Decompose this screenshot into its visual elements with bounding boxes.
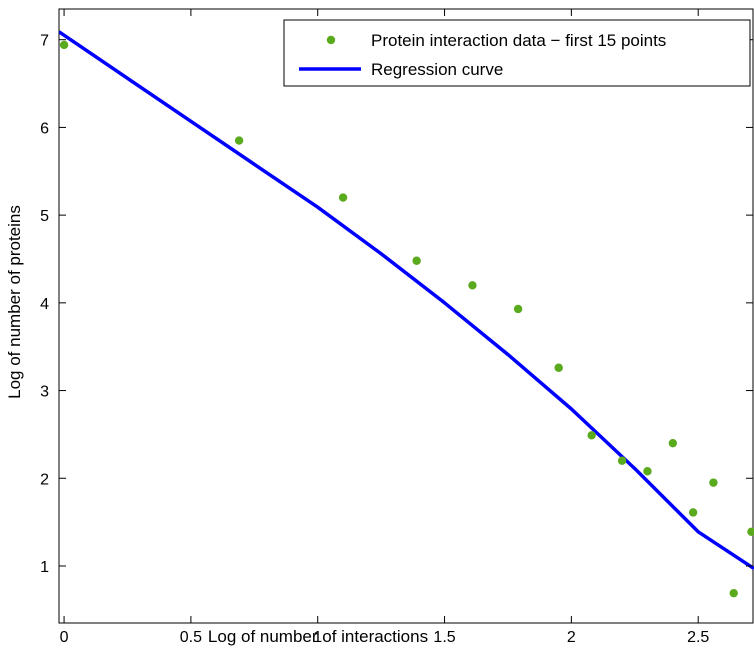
x-tick-label: 1	[313, 629, 322, 646]
y-axis: 1 2 3 4 5 6 7	[40, 33, 753, 576]
legend-entry-label: Regression curve	[371, 60, 503, 79]
y-tick-label: 3	[40, 384, 49, 401]
y-tick-label: 2	[40, 471, 49, 488]
plot-frame	[58, 8, 754, 624]
data-point	[468, 281, 477, 290]
data-point	[587, 431, 596, 440]
y-tick-label: 1	[40, 559, 49, 576]
data-point	[554, 363, 563, 372]
x-tick-label: 1.5	[433, 629, 455, 646]
y-tick-label: 7	[40, 33, 49, 50]
legend-box	[283, 19, 751, 87]
data-point	[709, 478, 718, 487]
data-point	[729, 588, 738, 598]
data-point	[747, 527, 754, 536]
y-tick-label: 6	[40, 120, 49, 137]
data-point	[338, 193, 348, 202]
data-point	[688, 508, 698, 517]
x-tick-label: 2.5	[687, 629, 709, 646]
x-axis-label: Log of number of interactions	[208, 627, 428, 646]
data-point	[513, 304, 523, 314]
x-tick-label: 2	[567, 629, 576, 646]
plot-area	[58, 8, 754, 624]
x-tick-label: 0	[60, 629, 69, 646]
x-axis: 0 0.5 1 1.5 2 2.5	[60, 9, 709, 646]
legend-entry-label: Protein interaction data − first 15 poin…	[371, 31, 666, 50]
y-axis-label: Log of number of proteins	[5, 205, 24, 399]
data-point	[412, 256, 421, 265]
data-point	[617, 456, 627, 465]
data-point	[59, 40, 69, 50]
x-tick-label: 0.5	[180, 629, 202, 646]
legend-marker-scatter	[326, 35, 336, 45]
y-tick-label: 4	[40, 296, 49, 313]
data-point	[234, 136, 244, 145]
regression-curve-line	[59, 30, 754, 571]
legend: Protein interaction data − first 15 poin…	[283, 19, 751, 87]
y-tick-label: 5	[40, 208, 49, 225]
data-point	[668, 438, 678, 448]
data-point	[643, 467, 652, 476]
